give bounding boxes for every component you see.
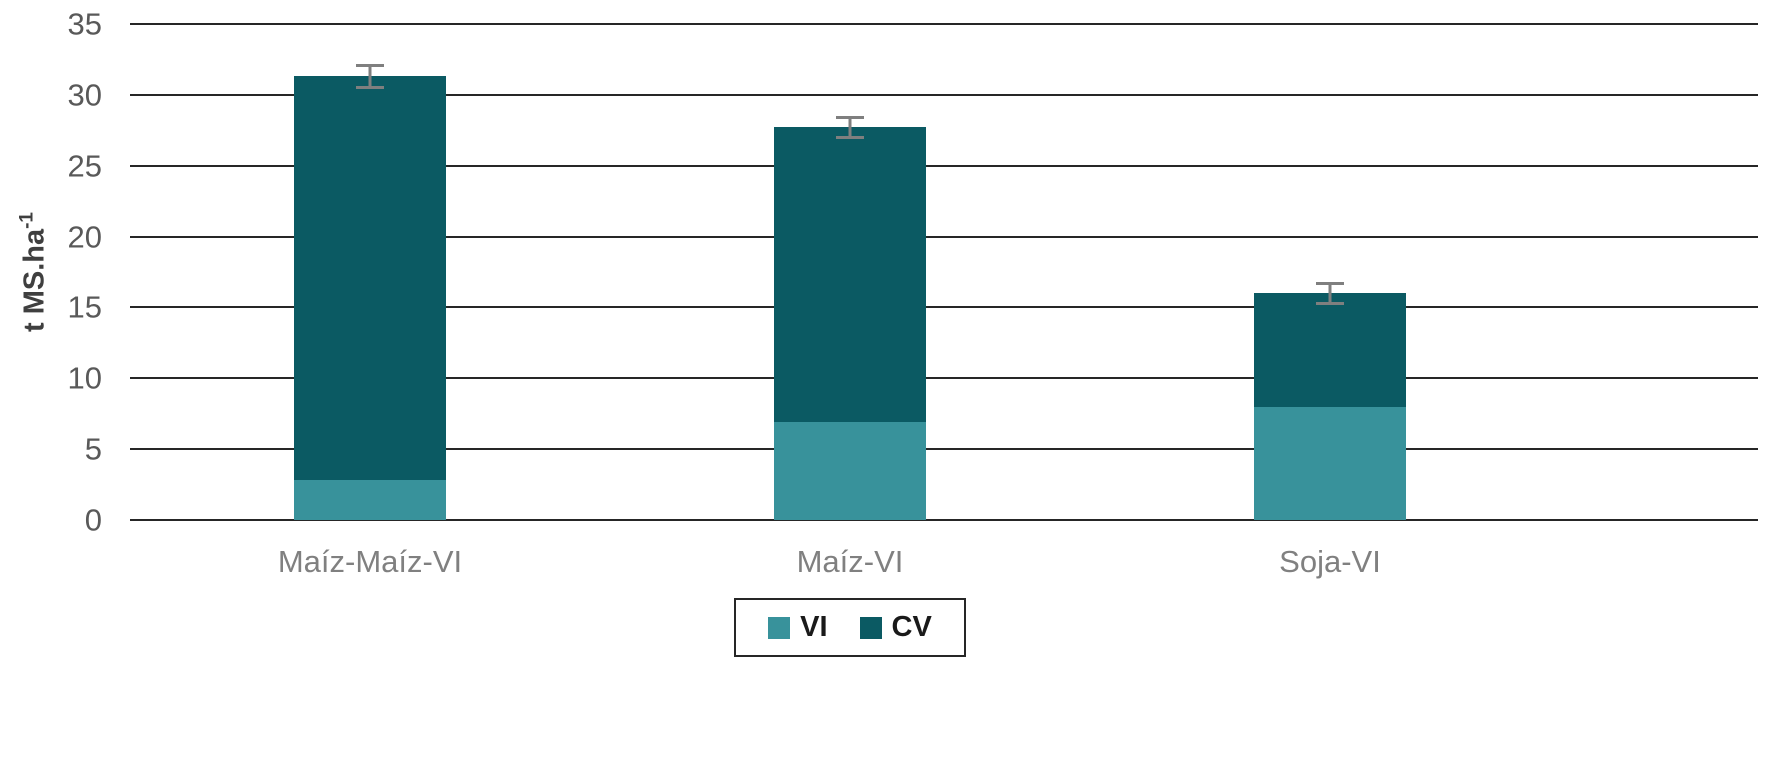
stacked-bar [1254,24,1406,520]
stacked-bar [774,24,926,520]
y-axis-title-text: t MS.ha [18,228,51,333]
gridline [130,306,1758,309]
stacked-bar [294,24,446,520]
category-label: Soja-VI [1279,544,1381,579]
gridline [130,377,1758,380]
legend-item-cv: CV [859,611,932,643]
legend-swatch-vi [768,616,791,639]
legend-item-vi: VI [768,611,828,643]
error-bar [356,63,384,90]
y-axis-title-superscript: -1 [16,211,38,229]
bar-column [1090,24,1570,520]
bars-area [130,24,1570,520]
bar-column [610,24,1090,520]
legend-swatch-cv [859,616,882,639]
bar-segment-vi [1254,406,1406,520]
y-tick-label: 10 [67,360,102,396]
gridline [130,23,1758,25]
y-tick-label: 15 [67,289,102,325]
gridline [130,235,1758,238]
legend-label-cv: CV [891,611,932,643]
error-bar [836,116,864,139]
y-tick-label: 20 [67,219,102,255]
y-tick-label: 25 [67,148,102,184]
gridline [130,164,1758,167]
legend-box: VI CV [734,598,966,657]
bar-column [130,24,610,520]
gridline [130,519,1758,521]
error-bar-line [1328,284,1332,302]
bar-segment-vi [294,480,446,520]
gridline [130,93,1758,96]
y-tick-label: 0 [84,502,102,538]
error-bar [1316,281,1344,305]
bar-segment-vi [774,422,926,520]
category-label: Maíz-VI [796,544,904,579]
category-label: Maíz-Maíz-VI [277,544,463,579]
gridline [130,448,1758,451]
legend: VI CV [130,598,1570,657]
plot-area: 0 5 10 15 20 25 30 35 [68,9,1758,536]
y-tick-label: 5 [84,431,102,467]
y-axis-title: t MS.ha-1 [17,212,52,332]
y-tick-label: 35 [67,6,102,42]
y-tick-label: 30 [67,77,102,113]
error-bar-line [848,119,852,136]
bar-segment-cv [294,76,446,481]
category-labels: Maíz-Maíz-VI Maíz-VI Soja-VI [130,544,1570,580]
legend-label-vi: VI [800,611,828,643]
bar-segment-cv [774,127,926,423]
bar-segment-cv [1254,293,1406,407]
error-bar-line [368,66,372,87]
